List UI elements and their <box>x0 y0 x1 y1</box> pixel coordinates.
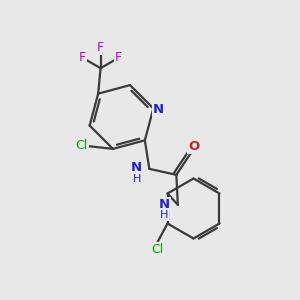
Text: F: F <box>79 51 86 64</box>
Text: N: N <box>131 161 142 174</box>
Text: F: F <box>115 51 122 64</box>
Text: N: N <box>159 198 170 211</box>
Text: N: N <box>153 103 164 116</box>
Text: F: F <box>97 41 104 54</box>
Text: H: H <box>160 210 169 220</box>
Text: H: H <box>133 174 141 184</box>
Text: O: O <box>188 140 200 153</box>
Text: Cl: Cl <box>151 243 163 256</box>
Text: Cl: Cl <box>75 140 88 152</box>
